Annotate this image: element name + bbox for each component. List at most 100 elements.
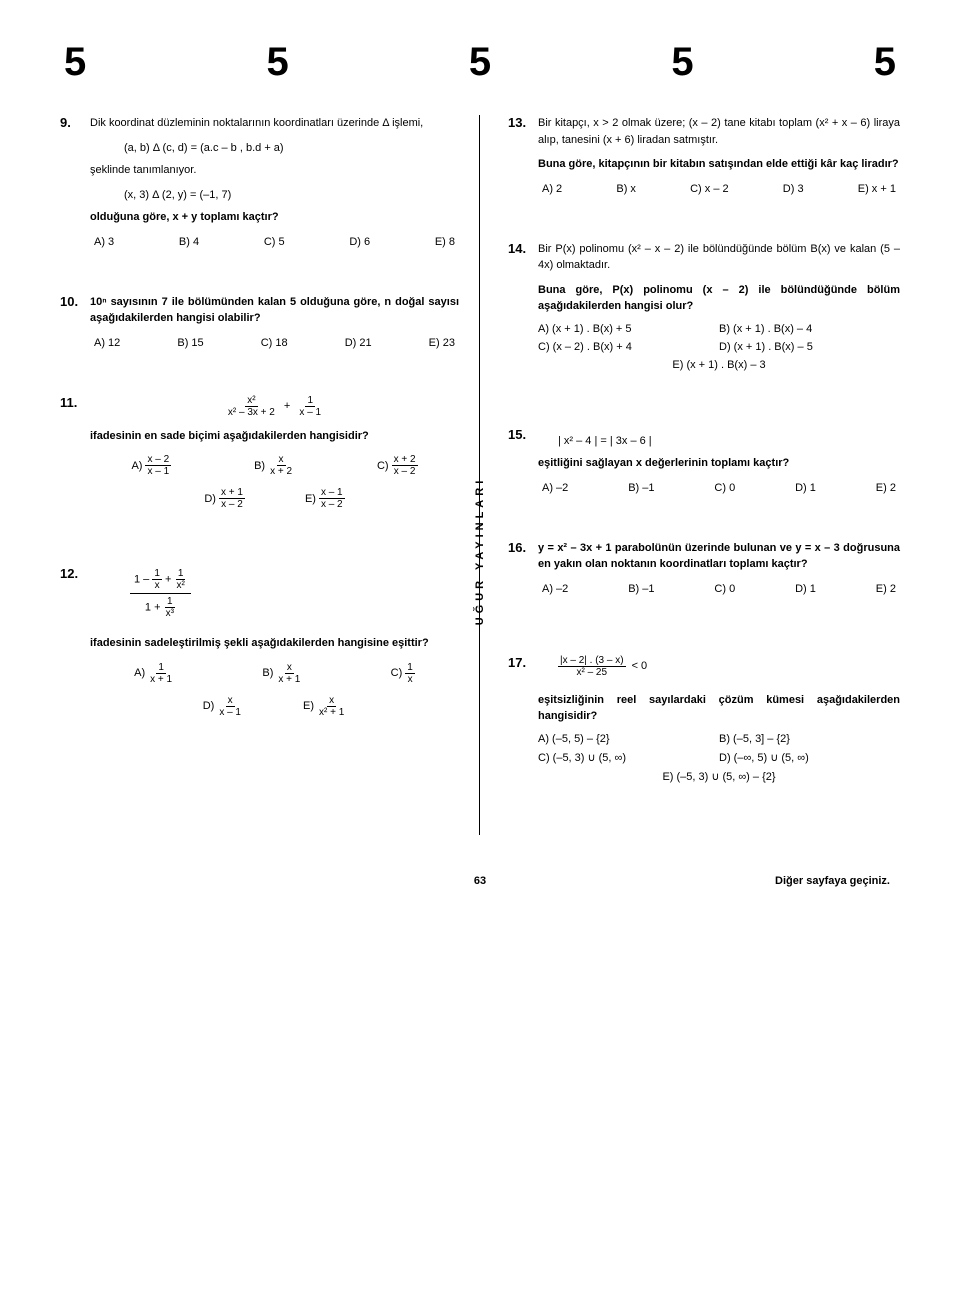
- q11-row1: A)x – 2x – 1 B)xx + 2 C)x + 2x – 2: [90, 454, 459, 477]
- question-14: 14. Bir P(x) polinomu (x² – x – 2) ile b…: [508, 241, 900, 377]
- q14-text: Bir P(x) polinomu (x² – x – 2) ile bölün…: [538, 241, 900, 274]
- q12-number: 12.: [60, 566, 90, 728]
- q9-expr1: (a, b) Δ (c, d) = (a.c – b , b.d + a): [90, 140, 459, 157]
- q9-b: B) 4: [179, 236, 199, 248]
- q12-row1: A)1x + 1 B)xx + 1 C)1x: [90, 662, 459, 685]
- q13-body: Bir kitapçı, x > 2 olmak üzere; (x – 2) …: [538, 115, 900, 195]
- question-16: 16. y = x² – 3x + 1 parabolünün üzerinde…: [508, 540, 900, 595]
- q17-d: D) (–∞, 5) ∪ (5, ∞): [719, 751, 900, 764]
- q12-d: D)xx – 1: [203, 695, 243, 718]
- q11-number: 11.: [60, 395, 90, 521]
- q16-c: C) 0: [714, 583, 735, 595]
- q11-a: A)x – 2x – 1: [131, 454, 171, 477]
- q10-c: C) 18: [261, 337, 288, 349]
- q15-d: D) 1: [795, 482, 816, 494]
- header-fives: 5 5 5 5 5: [60, 40, 900, 85]
- q17-frac: |x – 2| . (3 – x) x² – 25: [558, 655, 626, 678]
- q14-a: A) (x + 1) . B(x) + 5: [538, 323, 719, 335]
- q14-d: D) (x + 1) . B(x) – 5: [719, 341, 900, 353]
- q9-text2: şeklinde tanımlanıyor.: [90, 162, 459, 179]
- q12-body: 1 – 1x + 1x² 1 + 1x³ ifadesinin sadeleşt…: [90, 566, 459, 728]
- q13-c: C) x – 2: [690, 183, 729, 195]
- question-10: 10. 10ⁿ sayısının 7 ile bölümünden kalan…: [60, 294, 459, 349]
- q10-e: E) 23: [429, 337, 455, 349]
- q14-b: B) (x + 1) . B(x) – 4: [719, 323, 900, 335]
- q17-e: E) (–5, 3) ∪ (5, ∞) – {2}: [538, 770, 900, 783]
- q15-ask: eşitliğini sağlayan x değerlerinin topla…: [538, 455, 900, 472]
- q11-row2: D)x + 1x – 2 E)x – 1x – 2: [90, 487, 459, 510]
- q11-frac2: 1 x – 1: [297, 395, 323, 418]
- q16-e: E) 2: [876, 583, 896, 595]
- q10-choices: A) 12 B) 15 C) 18 D) 21 E) 23: [90, 337, 459, 349]
- q13-e: E) x + 1: [858, 183, 896, 195]
- q16-body: y = x² – 3x + 1 parabolünün üzerinde bul…: [538, 540, 900, 595]
- q13-number: 13.: [508, 115, 538, 195]
- q10-number: 10.: [60, 294, 90, 349]
- q11-expression: x² x² – 3x + 2 + 1 x – 1: [90, 395, 459, 418]
- q16-a: A) –2: [542, 583, 568, 595]
- q9-body: Dik koordinat düzleminin noktalarının ko…: [90, 115, 459, 248]
- publisher-vertical: UĞUR YAYINLARI: [474, 477, 486, 626]
- q14-body: Bir P(x) polinomu (x² – x – 2) ile bölün…: [538, 241, 900, 377]
- q9-a: A) 3: [94, 236, 114, 248]
- q13-d: D) 3: [783, 183, 804, 195]
- question-11: 11. x² x² – 3x + 2 + 1 x – 1 ifadesinin …: [60, 395, 459, 521]
- q12-bignum: 1 – 1x + 1x²: [130, 566, 191, 594]
- q12-row2: D)xx – 1 E)xx² + 1: [90, 695, 459, 718]
- q12-ask: ifadesinin sadeleştirilmiş şekli aşağıda…: [90, 635, 459, 652]
- q11-ask: ifadesinin en sade biçimi aşağıdakilerde…: [90, 428, 459, 445]
- page-number: 63: [474, 875, 486, 887]
- q11-choices: A)x – 2x – 1 B)xx + 2 C)x + 2x – 2 D)x +…: [90, 454, 459, 510]
- q9-number: 9.: [60, 115, 90, 248]
- q15-a: A) –2: [542, 482, 568, 494]
- q9-c: C) 5: [264, 236, 285, 248]
- question-17: 17. |x – 2| . (3 – x) x² – 25 < 0 eşitsi…: [508, 655, 900, 789]
- q12-choices: A)1x + 1 B)xx + 1 C)1x D)xx – 1 E)xx² + …: [90, 662, 459, 718]
- question-9: 9. Dik koordinat düzleminin noktalarının…: [60, 115, 459, 248]
- q15-c: C) 0: [714, 482, 735, 494]
- right-column: 13. Bir kitapçı, x > 2 olmak üzere; (x –…: [480, 115, 900, 835]
- q10-d: D) 21: [345, 337, 372, 349]
- q15-choices: A) –2 B) –1 C) 0 D) 1 E) 2: [538, 482, 900, 494]
- q12-e: E)xx² + 1: [303, 695, 346, 718]
- q9-e: E) 8: [435, 236, 455, 248]
- q15-number: 15.: [508, 427, 538, 494]
- q16-b: B) –1: [628, 583, 654, 595]
- q13-text: Bir kitapçı, x > 2 olmak üzere; (x – 2) …: [538, 115, 900, 148]
- five-2: 5: [266, 40, 288, 85]
- q11-body: x² x² – 3x + 2 + 1 x – 1 ifadesinin en s…: [90, 395, 459, 521]
- q16-text: y = x² – 3x + 1 parabolünün üzerinde bul…: [538, 540, 900, 573]
- q12-bigden: 1 + 1x³: [141, 594, 180, 621]
- five-5: 5: [874, 40, 896, 85]
- q10-a: A) 12: [94, 337, 120, 349]
- q9-expr2: (x, 3) Δ (2, y) = (–1, 7): [90, 187, 459, 204]
- q17-b: B) (–5, 3] – {2}: [719, 733, 900, 745]
- q17-ask: eşitsizliğinin reel sayılardaki çözüm kü…: [538, 692, 900, 725]
- q9-ask: olduğuna göre, x + y toplamı kaçtır?: [90, 209, 459, 226]
- q10-b: B) 15: [177, 337, 203, 349]
- q12-expression: 1 – 1x + 1x² 1 + 1x³: [90, 566, 459, 621]
- page-footer: 63 Diğer sayfaya geçiniz.: [60, 875, 900, 887]
- content-columns: UĞUR YAYINLARI 9. Dik koordinat düzlemin…: [60, 115, 900, 835]
- question-13: 13. Bir kitapçı, x > 2 olmak üzere; (x –…: [508, 115, 900, 195]
- next-page-text: Diğer sayfaya geçiniz.: [775, 875, 890, 887]
- q14-choices: A) (x + 1) . B(x) + 5 B) (x + 1) . B(x) …: [538, 323, 900, 377]
- q17-body: |x – 2| . (3 – x) x² – 25 < 0 eşitsizliğ…: [538, 655, 900, 789]
- q17-a: A) (–5, 5) – {2}: [538, 733, 719, 745]
- q17-expression: |x – 2| . (3 – x) x² – 25 < 0: [538, 655, 900, 678]
- q11-frac1: x² x² – 3x + 2: [226, 395, 277, 418]
- q15-body: | x² – 4 | = | 3x – 6 | eşitliğini sağla…: [538, 427, 900, 494]
- q14-c: C) (x – 2) . B(x) + 4: [538, 341, 719, 353]
- question-15: 15. | x² – 4 | = | 3x – 6 | eşitliğini s…: [508, 427, 900, 494]
- q16-choices: A) –2 B) –1 C) 0 D) 1 E) 2: [538, 583, 900, 595]
- q13-ask: Buna göre, kitapçının bir kitabın satışı…: [538, 156, 900, 173]
- q15-expr: | x² – 4 | = | 3x – 6 |: [538, 433, 900, 450]
- q12-c: C)1x: [391, 662, 415, 685]
- q15-e: E) 2: [876, 482, 896, 494]
- q13-a: A) 2: [542, 183, 562, 195]
- q15-b: B) –1: [628, 482, 654, 494]
- q14-number: 14.: [508, 241, 538, 377]
- q9-d: D) 6: [349, 236, 370, 248]
- q12-a: A)1x + 1: [134, 662, 174, 685]
- q11-b: B)xx + 2: [254, 454, 294, 477]
